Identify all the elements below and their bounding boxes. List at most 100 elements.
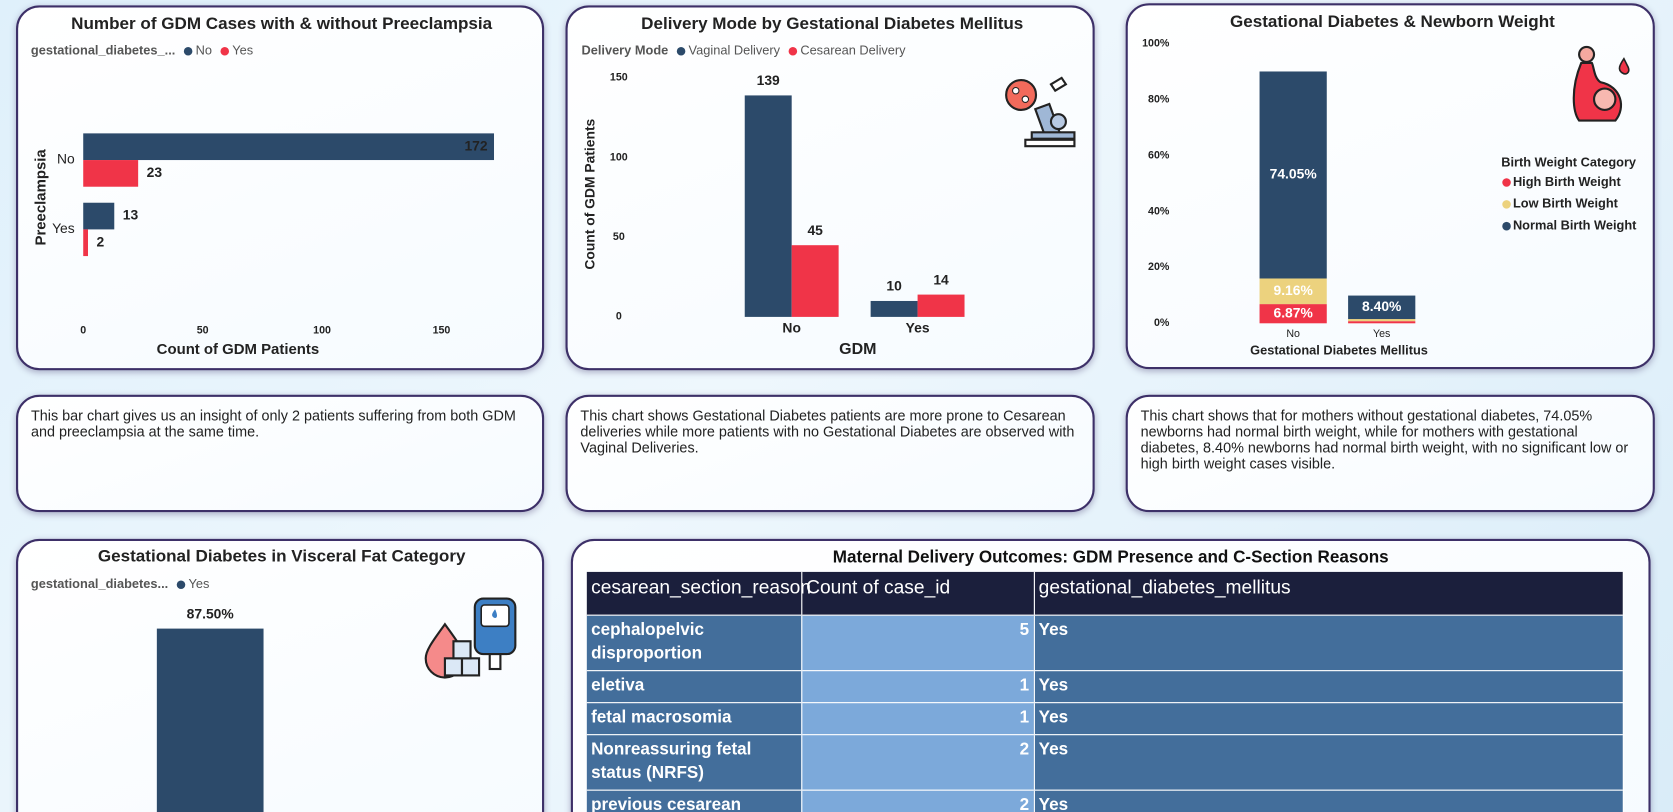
data-label: 23 <box>147 164 163 180</box>
data-label: 2 <box>97 233 105 249</box>
x-tick-label: No <box>1286 328 1300 340</box>
y-tick-label: 20% <box>1148 261 1170 273</box>
pregnancy-icon <box>1572 45 1630 122</box>
x-tick-label: 0 <box>80 325 86 337</box>
data-label: 6.87% <box>1273 304 1312 320</box>
data-label: 172 <box>464 137 487 153</box>
legend-title: Birth Weight Category <box>1501 155 1637 170</box>
bar <box>83 133 495 161</box>
note-text: This chart shows that for mothers withou… <box>1140 407 1629 472</box>
y-tick-label: 0 <box>616 311 622 323</box>
x-axis-label: Gestational Diabetes Mellitus <box>1250 342 1428 357</box>
y-tick-label: 80% <box>1148 93 1170 105</box>
x-tick-label: No <box>782 319 800 335</box>
legend-label: Yes <box>232 43 253 58</box>
bar-segment <box>1348 321 1416 324</box>
glucose-meter-icon <box>424 597 517 679</box>
legend-label: Yes <box>188 576 209 591</box>
bar-segment <box>1348 319 1416 322</box>
note-card: This bar chart gives us an insight of on… <box>16 394 545 513</box>
table-title: Maternal Delivery Outcomes: GDM Presence… <box>832 548 1389 567</box>
table-cell: Yes <box>1033 614 1624 671</box>
bar <box>156 628 264 812</box>
table-cell: previous cesarean <box>586 789 802 812</box>
bar <box>83 229 88 257</box>
table-cell: Yes <box>1033 789 1624 812</box>
y-tick-label: 150 <box>610 72 628 84</box>
legend-label: Vaginal Delivery <box>689 43 781 58</box>
y-tick-label: Yes <box>52 220 75 236</box>
x-axis-label: GDM <box>839 341 876 358</box>
chart-card: Gestational Diabetes in Visceral Fat Cat… <box>16 538 545 812</box>
column-header[interactable]: cesarean_section_reason <box>586 571 811 616</box>
table-cell: fetal macrosomia <box>586 702 802 735</box>
table-row: cephalopelvic disproportion 5 Yes <box>586 614 1624 671</box>
x-axis-label: Count of GDM Patients <box>157 341 319 358</box>
bar-segment <box>1259 71 1327 279</box>
table-cell: Yes <box>1033 734 1624 791</box>
legend-marker <box>676 46 686 56</box>
bar <box>83 202 115 230</box>
legend-label: Normal Birth Weight <box>1513 218 1637 233</box>
chart-title: Number of GDM Cases with & without Preec… <box>71 14 492 33</box>
table-cell: 2 <box>801 789 1035 812</box>
table-cell: Yes <box>1033 670 1624 703</box>
y-tick-label: 100% <box>1142 38 1170 50</box>
y-tick-label: 50 <box>613 231 625 243</box>
chart-card: Number of GDM Cases with & without Preec… <box>16 5 545 371</box>
legend-marker <box>1502 200 1511 209</box>
table: cesarean_section_reason Count of case_id g… <box>586 571 1624 812</box>
data-label: 10 <box>886 278 902 294</box>
x-tick-label: Yes <box>906 319 930 335</box>
bar-segment <box>1259 304 1327 324</box>
data-label: 45 <box>807 222 823 238</box>
legend-label: High Birth Weight <box>1513 174 1622 189</box>
y-tick-label: 60% <box>1148 149 1170 161</box>
bar <box>83 160 139 187</box>
x-tick-label: 100 <box>313 325 331 337</box>
legend-label: No <box>196 43 212 58</box>
chart: Gestational Diabetes & Newborn Weight Bir… <box>1142 12 1637 357</box>
chart-title: Gestational Diabetes & Newborn Weight <box>1230 12 1555 31</box>
table-header: cesarean_section_reason Count of case_id g… <box>586 571 1624 616</box>
column-header[interactable]: gestational_diabetes_mellitus <box>1033 571 1624 616</box>
chart: Gestational Diabetes in Visceral Fat Cat… <box>31 546 517 812</box>
legend-marker <box>183 46 193 56</box>
table-row: Nonreassuring fetal status (NRFS) 2 Yes <box>586 734 1624 791</box>
column-header[interactable]: Count of case_id <box>801 571 1035 616</box>
table-card: Maternal Delivery Outcomes: GDM Presence… <box>570 538 1651 812</box>
legend-title: gestational_diabetes_... <box>31 43 175 58</box>
y-axis-label: Count of GDM Patients <box>582 118 598 269</box>
bar <box>917 294 965 317</box>
data-label: 13 <box>123 207 139 223</box>
data-label: 139 <box>757 72 780 88</box>
table-row: eletiva 1 Yes <box>586 670 1624 703</box>
y-tick-label: 0% <box>1154 317 1170 329</box>
legend-marker <box>176 580 186 589</box>
chart-title: Gestational Diabetes in Visceral Fat Cat… <box>98 546 466 565</box>
chart-card: Delivery Mode by Gestational Diabetes Me… <box>565 5 1095 371</box>
data-label: 9.16% <box>1273 282 1312 298</box>
legend-label: Low Birth Weight <box>1513 196 1619 211</box>
legend-title: Delivery Mode <box>581 43 668 58</box>
note-card: This chart shows that for mothers withou… <box>1125 394 1655 513</box>
chart: Delivery Mode by Gestational Diabetes Me… <box>581 14 1076 358</box>
bar <box>870 300 918 317</box>
x-tick-label: Yes <box>1373 328 1390 340</box>
table-cell: 1 <box>801 670 1035 703</box>
legend-marker <box>220 46 230 56</box>
data-label: 14 <box>933 271 949 287</box>
microscope-icon <box>1005 76 1076 148</box>
chart-title: Delivery Mode by Gestational Diabetes Me… <box>641 14 1023 33</box>
y-tick-label: 40% <box>1148 205 1170 217</box>
y-axis-label: Preeclampsia <box>33 149 50 246</box>
data-label: 8.40% <box>1362 298 1401 314</box>
table-cell: 2 <box>801 734 1035 791</box>
bar-segment <box>1348 295 1416 320</box>
table-cell: eletiva <box>586 670 802 703</box>
table-cell: 5 <box>801 614 1035 671</box>
table-cell: cephalopelvic disproportion <box>586 614 802 671</box>
bar <box>791 245 839 317</box>
